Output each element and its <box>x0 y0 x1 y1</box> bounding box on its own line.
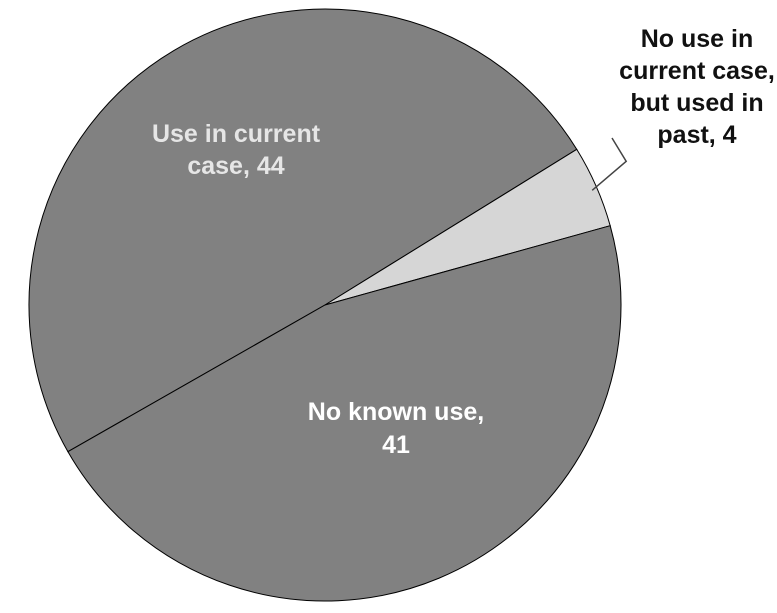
label-line: current case, <box>619 57 775 85</box>
label-line: No use in <box>641 25 754 53</box>
label-used-in-past: No use in current case, but used in past, 4 <box>619 25 775 149</box>
slice-labels: Use in current case, 44 No use in current c… <box>152 25 775 459</box>
label-line: Use in current <box>152 120 321 148</box>
label-line: but used in <box>630 89 763 117</box>
label-line: No known use, <box>308 398 484 426</box>
pie-slices <box>28 8 622 602</box>
label-line: past, 4 <box>657 121 736 149</box>
slice-no-known-use <box>67 225 622 602</box>
label-line: 41 <box>382 431 410 459</box>
label-no-known-use: No known use, 41 <box>308 398 484 459</box>
leader-lines <box>591 137 628 191</box>
label-line: case, 44 <box>187 152 284 180</box>
label-use-in-current-case: Use in current case, 44 <box>152 120 321 180</box>
slice-use-in-current-case <box>28 8 578 453</box>
leader-line-used-in-past <box>591 137 628 191</box>
